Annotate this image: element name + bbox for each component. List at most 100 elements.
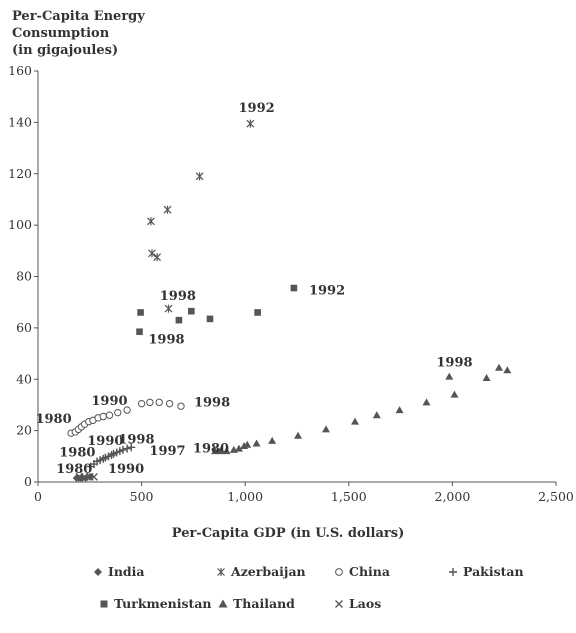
- asterisk-icon: [217, 567, 225, 576]
- thailand-point: [395, 406, 404, 414]
- x-icon: [335, 599, 343, 608]
- circle-icon: [335, 567, 343, 576]
- y-tick-label: 0: [24, 474, 32, 489]
- legend-label-india: India: [108, 564, 145, 579]
- thailand-point: [222, 447, 231, 455]
- series-turkmenistan: [136, 284, 298, 336]
- thailand-point: [445, 372, 454, 380]
- y-axis-title-line-2: Consumption: [12, 26, 110, 41]
- turkmenistan-point: [188, 307, 195, 315]
- diamond-icon: [94, 567, 102, 576]
- year-annotation: 1998: [436, 356, 472, 371]
- thailand-point: [450, 390, 459, 398]
- china-point: [146, 398, 154, 407]
- x-tick-label: 500: [130, 489, 154, 504]
- y-tick-label: 160: [8, 63, 32, 78]
- thailand-point: [482, 373, 491, 381]
- legend-item-china: China: [333, 564, 390, 579]
- x-tick-label: 2,000: [435, 489, 471, 504]
- year-annotation: 1992: [239, 101, 275, 116]
- legend-label-thailand: Thailand: [233, 596, 295, 611]
- legend-item-india: India: [92, 564, 145, 579]
- azerbaijan-point: [163, 205, 172, 214]
- china-point: [99, 412, 107, 421]
- legend-label-china: China: [349, 564, 390, 579]
- series-china: [67, 398, 185, 437]
- y-axis-title-line-1: Per-Capita Energy: [12, 9, 145, 24]
- china-point: [165, 399, 174, 408]
- legend-label-laos: Laos: [349, 596, 382, 611]
- pakistan-point: [118, 445, 127, 454]
- legend: India Azerbaijan China Pakistan Turkmeni…: [0, 558, 576, 618]
- x-axis-title: Per-Capita GDP (in U.S. dollars): [171, 526, 405, 541]
- thailand-point: [252, 439, 261, 447]
- turkmenistan-point: [254, 309, 261, 316]
- year-annotation: 1980: [56, 462, 92, 477]
- series-pakistan: [86, 443, 136, 471]
- y-tick-label: 80: [16, 269, 32, 284]
- legend-item-laos: Laos: [333, 596, 381, 611]
- legend-marker-plus: [449, 567, 457, 576]
- pakistan-point: [127, 443, 136, 452]
- thailand-point: [216, 447, 225, 455]
- series-azerbaijan: [146, 119, 255, 313]
- y-tick-label: 120: [8, 166, 32, 181]
- thailand-point: [351, 417, 360, 425]
- x-tick-label: 2,500: [538, 489, 574, 504]
- year-annotation: 1980: [193, 442, 229, 457]
- year-annotation: 1998: [194, 395, 230, 410]
- china-point: [105, 411, 114, 419]
- thailand-point: [234, 444, 243, 452]
- series-thailand: [211, 363, 512, 455]
- y-tick-label: 20: [16, 423, 32, 438]
- china-point: [123, 406, 131, 414]
- turkmenistan-point: [137, 309, 144, 316]
- legend-item-thailand: Thailand: [217, 596, 295, 611]
- azerbaijan-point: [195, 172, 204, 181]
- legend-item-pakistan: Pakistan: [447, 564, 524, 579]
- turkmenistan-point: [290, 284, 298, 292]
- x-tick-label: 1,000: [227, 489, 263, 504]
- legend-label-azerbaijan: Azerbaijan: [231, 564, 306, 579]
- year-annotation: 1998: [118, 433, 154, 448]
- azerbaijan-point: [246, 119, 255, 128]
- year-annotation: 1980: [59, 445, 95, 460]
- year-annotation: 1998: [148, 332, 184, 347]
- year-annotation: 1998: [160, 289, 196, 304]
- azerbaijan-point: [164, 304, 173, 313]
- year-annotation: 1992: [309, 284, 345, 299]
- turkmenistan-point: [136, 328, 143, 336]
- thailand-point: [211, 447, 220, 455]
- china-point: [155, 398, 163, 407]
- x-tick-label: 0: [34, 489, 42, 504]
- y-tick-label: 140: [8, 114, 32, 129]
- square-icon: [100, 600, 108, 607]
- year-annotation: 1990: [91, 394, 127, 409]
- legend-marker-square: [100, 600, 108, 607]
- legend-label-pakistan: Pakistan: [463, 564, 524, 579]
- thailand-point: [372, 411, 381, 419]
- legend-marker-diamond: [94, 567, 102, 576]
- legend-marker-triangle: [218, 599, 228, 607]
- legend-marker-circle: [335, 567, 343, 576]
- turkmenistan-point: [206, 315, 214, 323]
- thailand-point: [503, 366, 512, 374]
- thailand-point: [294, 431, 303, 439]
- pakistan-point: [123, 444, 132, 453]
- y-tick-label: 40: [16, 371, 32, 386]
- year-annotation: 1980: [35, 412, 71, 427]
- year-annotation: 1990: [87, 434, 123, 449]
- thailand-point: [422, 398, 431, 406]
- thailand-point: [268, 436, 277, 444]
- thailand-point: [495, 363, 504, 371]
- x-tick-label: 1,500: [331, 489, 367, 504]
- thailand-point: [243, 440, 252, 448]
- azerbaijan-point: [153, 253, 162, 262]
- legend-marker-x: [335, 599, 343, 608]
- legend-marker-asterisk: [217, 567, 225, 576]
- legend-item-turkmenistan: Turkmenistan: [98, 596, 212, 611]
- triangle-icon: [218, 599, 228, 607]
- legend-label-turkmenistan: Turkmenistan: [114, 596, 212, 611]
- year-annotation: 1990: [108, 462, 144, 477]
